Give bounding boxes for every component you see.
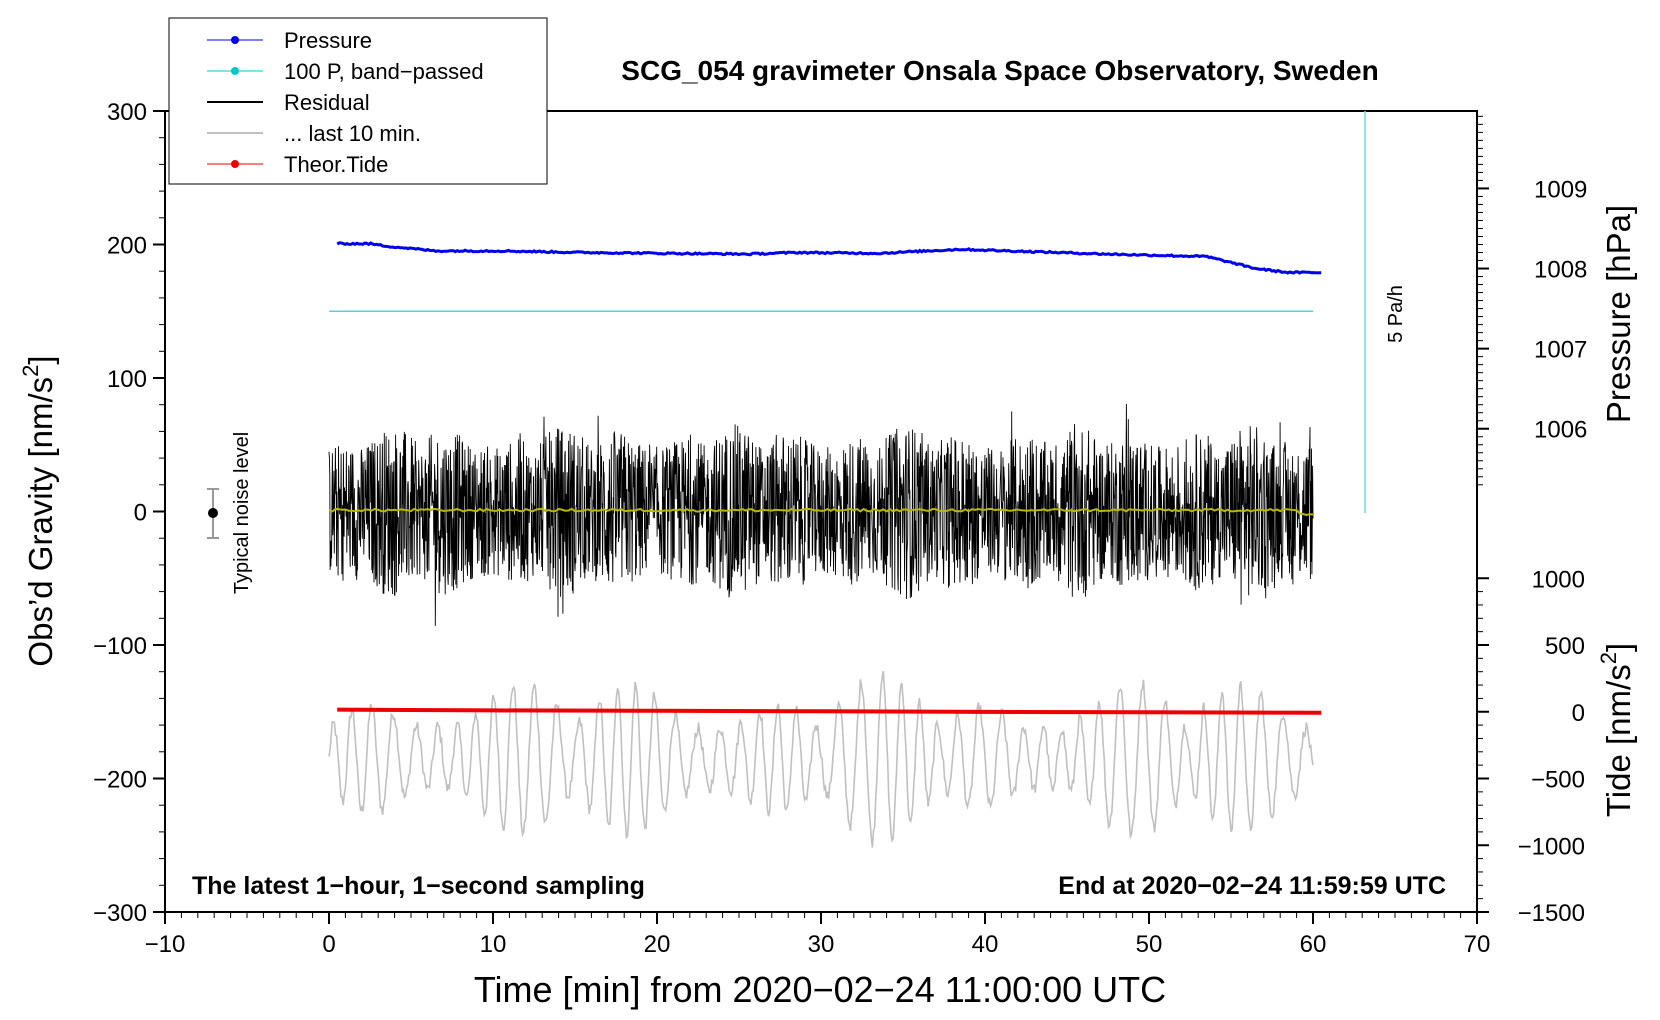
chart-title: SCG_054 gravimeter Onsala Space Observat… bbox=[621, 55, 1378, 86]
x-tick-label: 40 bbox=[972, 931, 999, 958]
tide-tick-label: −1500 bbox=[1518, 900, 1585, 927]
noise-level-marker bbox=[207, 488, 219, 539]
x-tick-label: 60 bbox=[1300, 931, 1327, 958]
tide-axis-ticks: 1000 500 0 −500 −1000 −1500 bbox=[1476, 566, 1585, 927]
legend-label-theor-tide: Theor.Tide bbox=[284, 152, 388, 177]
x-tick-label: 0 bbox=[322, 931, 335, 958]
tide-axis-label-main: Tide [nm/s bbox=[1600, 664, 1637, 817]
y-axis-ticks: 300 200 100 0 −100 −200 −300 bbox=[93, 99, 165, 927]
legend-item-pressure: Pressure bbox=[207, 28, 372, 53]
pressure-axis-ticks: 1009 1008 1007 1006 bbox=[1476, 111, 1587, 486]
x-axis-label: Time [min] from 2020−02−24 11:00:00 UTC bbox=[474, 969, 1166, 1010]
legend-marker-theor-tide bbox=[231, 160, 239, 168]
tide-tick-label: 500 bbox=[1545, 633, 1585, 660]
theoretical-tide-series bbox=[337, 707, 1322, 715]
y-tick-label: −100 bbox=[93, 633, 147, 660]
x-tick-label: 70 bbox=[1464, 931, 1491, 958]
legend-item-residual: Residual bbox=[207, 90, 370, 115]
pressure-tick-label: 1008 bbox=[1534, 257, 1587, 284]
y-axis-label-sup: 2 bbox=[18, 365, 43, 377]
pressure-series bbox=[336, 241, 1322, 275]
pressure-tick-label: 1006 bbox=[1534, 417, 1587, 444]
y-tick-label: −300 bbox=[93, 900, 147, 927]
end-time-annotation: End at 2020−02−24 11:59:59 UTC bbox=[1058, 872, 1446, 900]
tide-axis-label-sup: 2 bbox=[1596, 652, 1621, 664]
theor-tide-line bbox=[337, 707, 1322, 715]
tide-tick-label: 0 bbox=[1572, 700, 1585, 727]
legend-marker-pressure bbox=[231, 36, 239, 44]
sampling-annotation: The latest 1−hour, 1−second sampling bbox=[192, 872, 645, 900]
y-tick-label: 200 bbox=[107, 233, 147, 260]
pressure-rate-label: 5 Pa/h bbox=[1385, 285, 1407, 343]
legend-label-residual: Residual bbox=[284, 90, 370, 115]
legend-label-last-10-min: ... last 10 min. bbox=[284, 121, 421, 146]
tide-tick-label: 1000 bbox=[1532, 566, 1585, 593]
x-tick-label: −10 bbox=[145, 931, 186, 958]
x-tick-label: 20 bbox=[644, 931, 671, 958]
x-tick-label: 30 bbox=[808, 931, 835, 958]
legend-item-theor-tide: Theor.Tide bbox=[207, 152, 388, 177]
y-tick-label: 0 bbox=[134, 500, 147, 527]
pressure-axis-label: Pressure [hPa] bbox=[1600, 205, 1637, 423]
legend-item-last-10-min: ... last 10 min. bbox=[207, 121, 421, 146]
noise-level-label: Typical noise level bbox=[231, 432, 253, 594]
pressure-tick-label: 1007 bbox=[1534, 337, 1587, 364]
legend-marker-bandpassed bbox=[231, 67, 239, 75]
y-axis-label-close: ] bbox=[22, 355, 59, 364]
tide-tick-label: −1000 bbox=[1518, 833, 1585, 860]
legend-label-bandpassed: 100 P, band−passed bbox=[284, 59, 484, 84]
y-tick-label: 100 bbox=[107, 366, 147, 393]
legend-item-bandpassed: 100 P, band−passed bbox=[207, 59, 484, 84]
legend-label-pressure: Pressure bbox=[284, 28, 372, 53]
y-axis-label: Obs’d Gravity [nm/s2] bbox=[18, 355, 59, 666]
tide-tick-label: −500 bbox=[1531, 767, 1585, 794]
tide-axis-label-close: ] bbox=[1600, 643, 1637, 652]
last-10-min-series bbox=[328, 671, 1314, 848]
residual-line bbox=[328, 403, 1314, 626]
y-tick-label: 300 bbox=[107, 99, 147, 126]
y-axis-label-main: Obs’d Gravity [nm/s bbox=[22, 377, 59, 667]
residual-series bbox=[328, 403, 1314, 626]
x-tick-label: 50 bbox=[1136, 931, 1163, 958]
residual-smoothed-line bbox=[328, 507, 1314, 517]
tide-axis-label: Tide [nm/s2] bbox=[1596, 643, 1637, 817]
y-tick-label: −200 bbox=[93, 767, 147, 794]
pressure-line bbox=[336, 241, 1322, 275]
pressure-tick-label: 1009 bbox=[1534, 176, 1587, 203]
x-tick-label: 10 bbox=[480, 931, 507, 958]
last-10-min-line bbox=[328, 671, 1314, 848]
legend: Pressure 100 P, band−passed Residual ...… bbox=[168, 17, 548, 185]
x-axis-ticks: −10 0 10 20 30 40 50 60 70 bbox=[145, 912, 1491, 958]
